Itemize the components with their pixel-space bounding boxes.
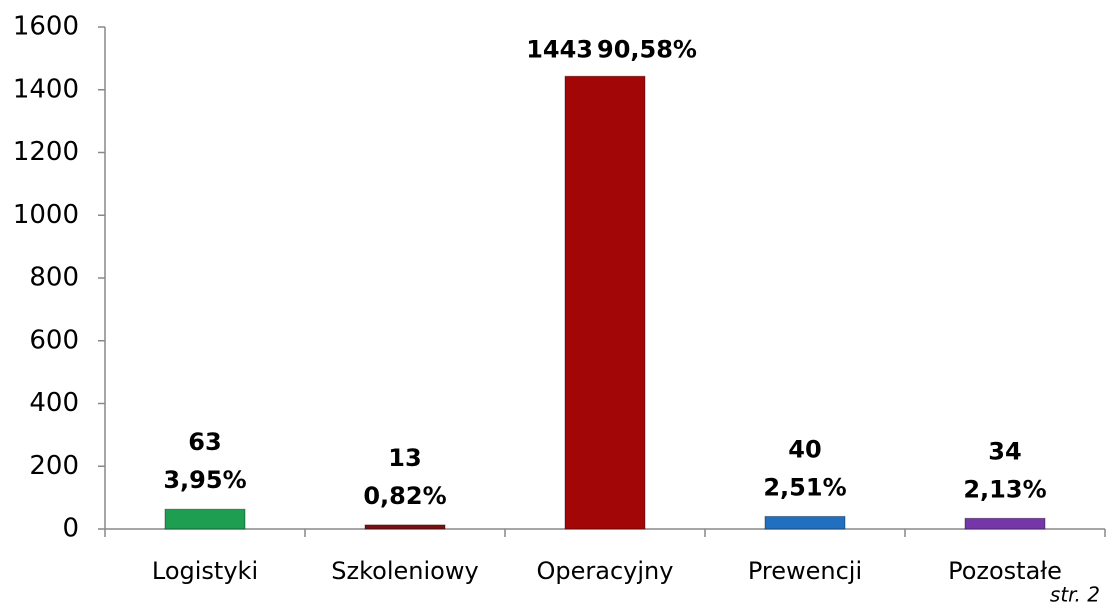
value-label: 1443: [526, 35, 593, 63]
x-tick-label: Szkoleniowy: [331, 557, 478, 585]
y-tick-label: 400: [29, 388, 79, 418]
value-label: 13: [388, 444, 421, 472]
bar: [964, 517, 1046, 530]
y-tick-label: 0: [62, 514, 79, 544]
percent-label: 2,51%: [763, 473, 846, 501]
x-tick-label: Operacyjny: [537, 557, 674, 585]
y-tick-label: 200: [29, 451, 79, 481]
value-label: 63: [188, 428, 221, 456]
x-tick-label: Logistyki: [152, 557, 258, 585]
percent-label: 2,13%: [963, 475, 1046, 503]
y-tick-label: 1400: [13, 74, 79, 104]
bar: [364, 524, 446, 530]
y-tick-label: 600: [29, 325, 79, 355]
percent-label: 90,58%: [597, 35, 697, 63]
percent-label: 0,82%: [363, 482, 446, 510]
y-tick-label: 1600: [13, 12, 79, 42]
y-tick-label: 1000: [13, 200, 79, 230]
percent-label: 3,95%: [163, 466, 246, 494]
bar: [164, 508, 246, 530]
value-label: 34: [988, 437, 1021, 465]
x-tick-label: Prewencji: [748, 557, 862, 585]
x-tick-label: Pozostałe: [948, 557, 1062, 585]
footer: str. 2: [1050, 583, 1100, 607]
bar: [564, 75, 646, 530]
y-tick-label: 800: [29, 263, 79, 293]
bar: [764, 515, 846, 530]
value-label: 40: [788, 435, 821, 463]
y-tick-label: 1200: [13, 137, 79, 167]
